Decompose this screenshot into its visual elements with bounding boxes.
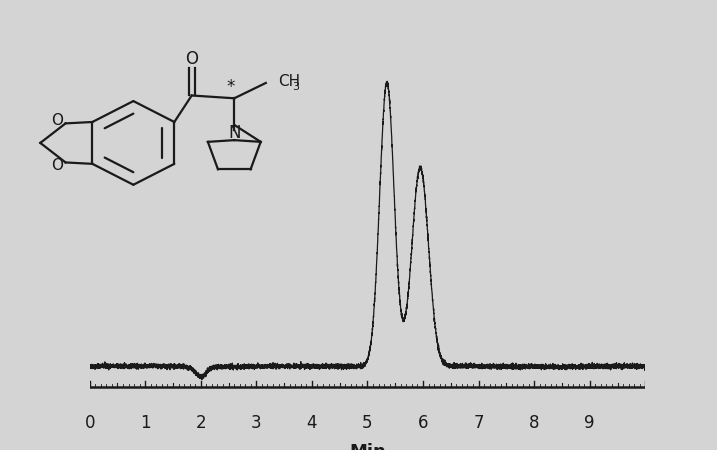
Text: CH: CH (277, 74, 300, 89)
Text: O: O (51, 113, 62, 128)
Text: O: O (185, 50, 198, 68)
Text: 3: 3 (292, 82, 299, 92)
X-axis label: Min: Min (349, 443, 386, 450)
Text: *: * (227, 77, 234, 95)
Text: N: N (228, 124, 240, 142)
Text: O: O (51, 158, 62, 173)
